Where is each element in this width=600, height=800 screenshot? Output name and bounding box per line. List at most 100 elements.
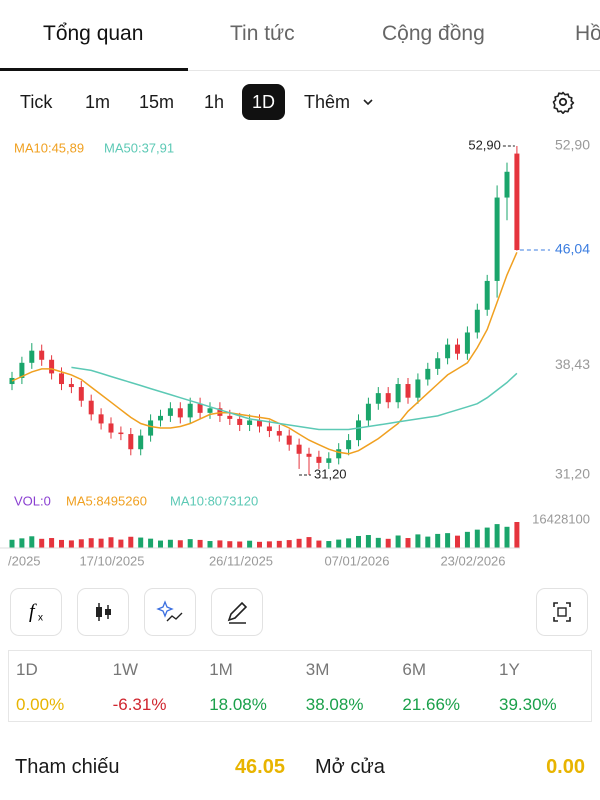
ai-icon bbox=[156, 600, 183, 622]
volume-bar bbox=[9, 539, 15, 548]
volume-bar bbox=[415, 534, 421, 548]
volume-bar bbox=[326, 541, 332, 548]
candle-body bbox=[365, 403, 371, 421]
candle-body bbox=[187, 403, 193, 418]
volume-bar bbox=[227, 541, 233, 548]
volume-bar bbox=[177, 540, 183, 548]
volume-bar bbox=[356, 535, 361, 548]
tab-underline bbox=[0, 68, 188, 71]
tab[interactable]: Tổng quan bbox=[43, 22, 144, 45]
volume-bar bbox=[445, 533, 451, 548]
y-tick-label: 38,43 bbox=[555, 356, 590, 372]
tool-button[interactable] bbox=[77, 588, 129, 636]
candle-body bbox=[118, 432, 124, 435]
candle-body bbox=[504, 171, 510, 198]
quote-value: 46.05 bbox=[234, 756, 285, 778]
period-label: 1D bbox=[16, 660, 38, 679]
tab[interactable]: Hồ bbox=[575, 22, 600, 45]
period-change: 39.30% bbox=[499, 695, 557, 714]
svg-text:f: f bbox=[29, 601, 37, 623]
quote-value: 0.00 bbox=[546, 756, 585, 778]
candle-body bbox=[276, 431, 282, 436]
candle-body bbox=[415, 379, 421, 398]
tab[interactable]: Cộng đồng bbox=[382, 22, 485, 45]
volume-bar bbox=[167, 539, 173, 548]
candle-body bbox=[395, 384, 401, 403]
volume-bar bbox=[395, 535, 401, 548]
volume-legend: VOL:0 bbox=[14, 493, 51, 508]
period-change: 0.00% bbox=[16, 695, 65, 714]
volume-bar bbox=[306, 537, 312, 548]
volume-bar bbox=[474, 529, 480, 548]
candle-body bbox=[98, 414, 104, 424]
interval[interactable]: 1m bbox=[85, 92, 111, 112]
volume-legend: MA5:8495260 bbox=[66, 493, 147, 508]
interval[interactable]: 1D bbox=[242, 84, 286, 120]
candle-body bbox=[455, 344, 460, 354]
tool-button[interactable] bbox=[211, 588, 263, 636]
candle-body bbox=[266, 426, 272, 432]
tab-bar: Tổng quan Tin tức Cộng đồng Hồ bbox=[0, 0, 600, 71]
candle-body bbox=[128, 434, 134, 450]
interval[interactable]: Thêm bbox=[304, 92, 351, 112]
volume-bar bbox=[108, 537, 114, 548]
ma-legend: MA50:37,91 bbox=[104, 140, 174, 155]
volume-bar bbox=[514, 522, 520, 548]
candle-body bbox=[197, 403, 203, 413]
volume-bar bbox=[197, 539, 203, 548]
period-label: 6M bbox=[402, 660, 427, 679]
candle-body bbox=[49, 359, 55, 374]
interval[interactable]: Tick bbox=[20, 92, 53, 112]
volume-bar bbox=[286, 540, 292, 548]
candle-body bbox=[108, 423, 114, 433]
volume-tick-label: 16428100 bbox=[532, 511, 590, 526]
volume-bar bbox=[385, 538, 391, 548]
period-change: -6.31% bbox=[112, 695, 167, 714]
volume-bar bbox=[128, 536, 134, 548]
x-tick-label: 23/02/2026 bbox=[440, 553, 505, 568]
candle-body bbox=[167, 408, 173, 416]
volume-bar bbox=[464, 531, 470, 548]
candle-body bbox=[435, 358, 441, 369]
candle-body bbox=[464, 332, 470, 354]
ma-line bbox=[11, 251, 518, 455]
volume-bar bbox=[257, 541, 262, 548]
draw-icon bbox=[227, 601, 248, 624]
volume-bar bbox=[365, 535, 371, 548]
period-label: 1Y bbox=[499, 660, 520, 679]
high-annotation: 52,90 bbox=[468, 137, 501, 152]
interval-bar: Tick 1m 15m 1h 1D Thêm bbox=[0, 84, 600, 122]
candle-body bbox=[474, 309, 480, 333]
low-annotation: 31,20 bbox=[314, 466, 347, 481]
volume-bar bbox=[405, 538, 411, 548]
interval[interactable]: 1h bbox=[204, 92, 225, 112]
candle-body bbox=[237, 418, 243, 425]
x-tick-label: 26/11/2025 bbox=[209, 553, 273, 568]
candle-body bbox=[59, 373, 64, 385]
volume-bar bbox=[346, 538, 352, 548]
tool-button[interactable] bbox=[144, 588, 196, 636]
candle-body bbox=[68, 384, 74, 388]
quote-label: Tham chiếu bbox=[15, 756, 120, 778]
volume-bar bbox=[296, 538, 302, 548]
tool-button[interactable] bbox=[536, 588, 588, 636]
tab[interactable]: Tin tức bbox=[230, 22, 295, 45]
candle-body bbox=[177, 408, 183, 418]
candle-body bbox=[247, 420, 253, 425]
y-tick-label: 31,20 bbox=[555, 466, 590, 482]
candle-body bbox=[375, 393, 381, 404]
period-label: 3M bbox=[305, 660, 330, 679]
candle-body bbox=[29, 350, 35, 363]
volume-bar bbox=[19, 538, 25, 548]
volume-bar bbox=[59, 539, 64, 548]
settings-icon[interactable] bbox=[551, 90, 575, 114]
volume-legend: MA10:8073120 bbox=[170, 493, 258, 508]
candle-body bbox=[257, 420, 262, 427]
candle-body bbox=[346, 440, 352, 450]
volume-bar bbox=[39, 538, 45, 548]
candle-body bbox=[385, 393, 391, 403]
interval[interactable]: 15m bbox=[139, 92, 175, 112]
